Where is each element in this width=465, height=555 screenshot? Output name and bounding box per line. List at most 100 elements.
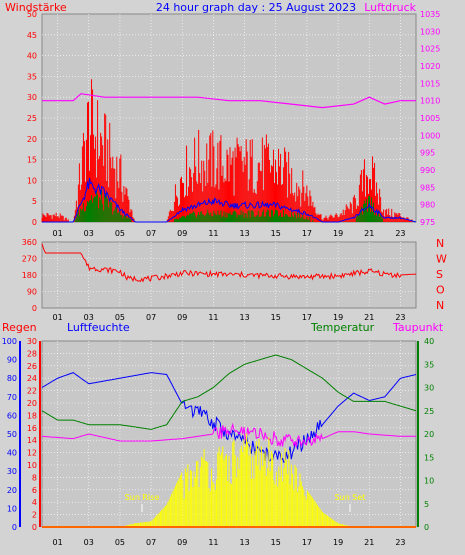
x-tick-label: 01 — [52, 313, 62, 322]
axis-layer: 0102030405060708090100024681012141618202… — [2, 337, 434, 547]
rain-tick-label: 14 — [27, 436, 37, 445]
y-right-tick-label: 1005 — [420, 114, 440, 123]
x-tick-label: 23 — [395, 538, 405, 547]
temperature-tick-label: 35 — [424, 360, 434, 369]
y-right-tick-label: 1015 — [420, 79, 440, 88]
temperature-tick-label: 0 — [424, 523, 429, 532]
humidity-tick-label: 90 — [7, 356, 17, 365]
y-left-tick-label: 0 — [32, 218, 37, 227]
rain-tick-label: 30 — [27, 337, 37, 346]
x-tick-label: 11 — [208, 313, 218, 322]
y-left-tick-label: 35 — [27, 72, 37, 81]
y-left-tick-label: 25 — [27, 114, 37, 123]
humidity-tick-label: 40 — [7, 449, 17, 458]
humidity-line — [41, 372, 417, 464]
y-right-tick-label: 1010 — [420, 97, 440, 106]
series-layer — [41, 79, 417, 223]
temperature-tick-label: 15 — [424, 453, 434, 462]
x-tick-label: 23 — [395, 229, 405, 238]
rain-tick-label: 0 — [32, 523, 37, 532]
temperature-tick-label: 25 — [424, 407, 434, 416]
temperature-tick-label: 20 — [424, 430, 434, 439]
rain-tick-label: 12 — [27, 449, 37, 458]
y-right-tick-label: 1025 — [420, 45, 440, 54]
compass-label: N — [436, 237, 444, 250]
x-tick-label: 07 — [146, 313, 156, 322]
wind-title: Windstärke — [5, 1, 67, 14]
humidity-tick-label: 60 — [7, 411, 17, 420]
x-tick-label: 13 — [239, 229, 249, 238]
rain-tick-label: 18 — [27, 411, 37, 420]
temperature-tick-label: 5 — [424, 500, 429, 509]
grid — [42, 242, 416, 308]
rain-tick-label: 20 — [27, 399, 37, 408]
rain-tick-label: 16 — [27, 424, 37, 433]
x-tick-label: 17 — [302, 538, 312, 547]
x-tick-label: 13 — [239, 538, 249, 547]
x-tick-label: 21 — [364, 229, 374, 238]
humidity-title: Luftfeuchte — [67, 321, 130, 334]
x-tick-label: 05 — [115, 229, 125, 238]
compass-label: N — [436, 299, 444, 312]
temperature-tick-label: 10 — [424, 477, 434, 486]
temperature-tick-label: 40 — [424, 337, 434, 346]
x-tick-label: 05 — [115, 313, 125, 322]
rain-tick-label: 28 — [27, 349, 37, 358]
y-left-tick-label: 270 — [22, 255, 37, 264]
y-right-tick-label: 990 — [420, 166, 435, 175]
x-tick-label: 19 — [333, 229, 343, 238]
y-right-tick-label: 1000 — [420, 131, 440, 140]
sunset-label: Sun Set — [335, 493, 366, 502]
pressure-line — [42, 93, 416, 109]
chart-title: 24 hour graph day : 25 August 2023 — [156, 1, 356, 14]
rain-tick-label: 10 — [27, 461, 37, 470]
humidity-tick-label: 70 — [7, 393, 17, 402]
y-left-tick-label: 0 — [32, 304, 37, 313]
humidity-tick-label: 20 — [7, 486, 17, 495]
rain-tick-label: 26 — [27, 362, 37, 371]
y-left-tick-label: 5 — [32, 197, 37, 206]
x-tick-label: 19 — [333, 313, 343, 322]
humidity-tick-label: 0 — [12, 523, 17, 532]
compass-label: W — [436, 253, 447, 266]
mean-wind-line — [42, 177, 417, 223]
compass-label: O — [436, 284, 445, 297]
x-tick-label: 09 — [177, 229, 187, 238]
humidity-tick-label: 100 — [2, 337, 17, 346]
x-tick-label: 09 — [177, 313, 187, 322]
x-tick-label: 15 — [271, 313, 281, 322]
y-left-tick-label: 20 — [27, 135, 37, 144]
temperature-line — [41, 354, 417, 430]
x-tick-label: 17 — [302, 229, 312, 238]
x-tick-label: 01 — [52, 538, 62, 547]
y-right-tick-label: 975 — [420, 218, 435, 227]
temperature-humidity-panel: 0102030405060708090100024681012141618202… — [2, 337, 434, 547]
humidity-tick-label: 80 — [7, 374, 17, 383]
y-left-tick-label: 45 — [27, 31, 37, 40]
wind-pressure-panel: 0510152025303540455097598098599099510001… — [27, 10, 441, 238]
x-tick-label: 13 — [239, 313, 249, 322]
y-left-tick-label: 360 — [22, 238, 37, 247]
y-left-tick-label: 50 — [27, 10, 37, 19]
x-tick-label: 15 — [271, 538, 281, 547]
rain-title: Regen — [2, 321, 37, 334]
y-left-tick-label: 10 — [27, 176, 37, 185]
x-tick-label: 21 — [364, 538, 374, 547]
x-tick-label: 11 — [208, 538, 218, 547]
x-tick-label: 07 — [146, 538, 156, 547]
humidity-tick-label: 30 — [7, 467, 17, 476]
temperature-title: Temperatur — [310, 321, 375, 334]
series-layer — [41, 243, 417, 283]
x-tick-label: 09 — [177, 538, 187, 547]
y-right-tick-label: 985 — [420, 183, 435, 192]
dewpoint-line — [41, 422, 416, 448]
humidity-tick-label: 10 — [7, 504, 17, 513]
x-tick-label: 05 — [115, 538, 125, 547]
axis-layer: 0510152025303540455097598098599099510001… — [27, 10, 441, 238]
y-left-tick-label: 180 — [22, 271, 37, 280]
x-tick-label: 03 — [84, 313, 94, 322]
sunrise-label: Sun Rise — [125, 493, 160, 502]
